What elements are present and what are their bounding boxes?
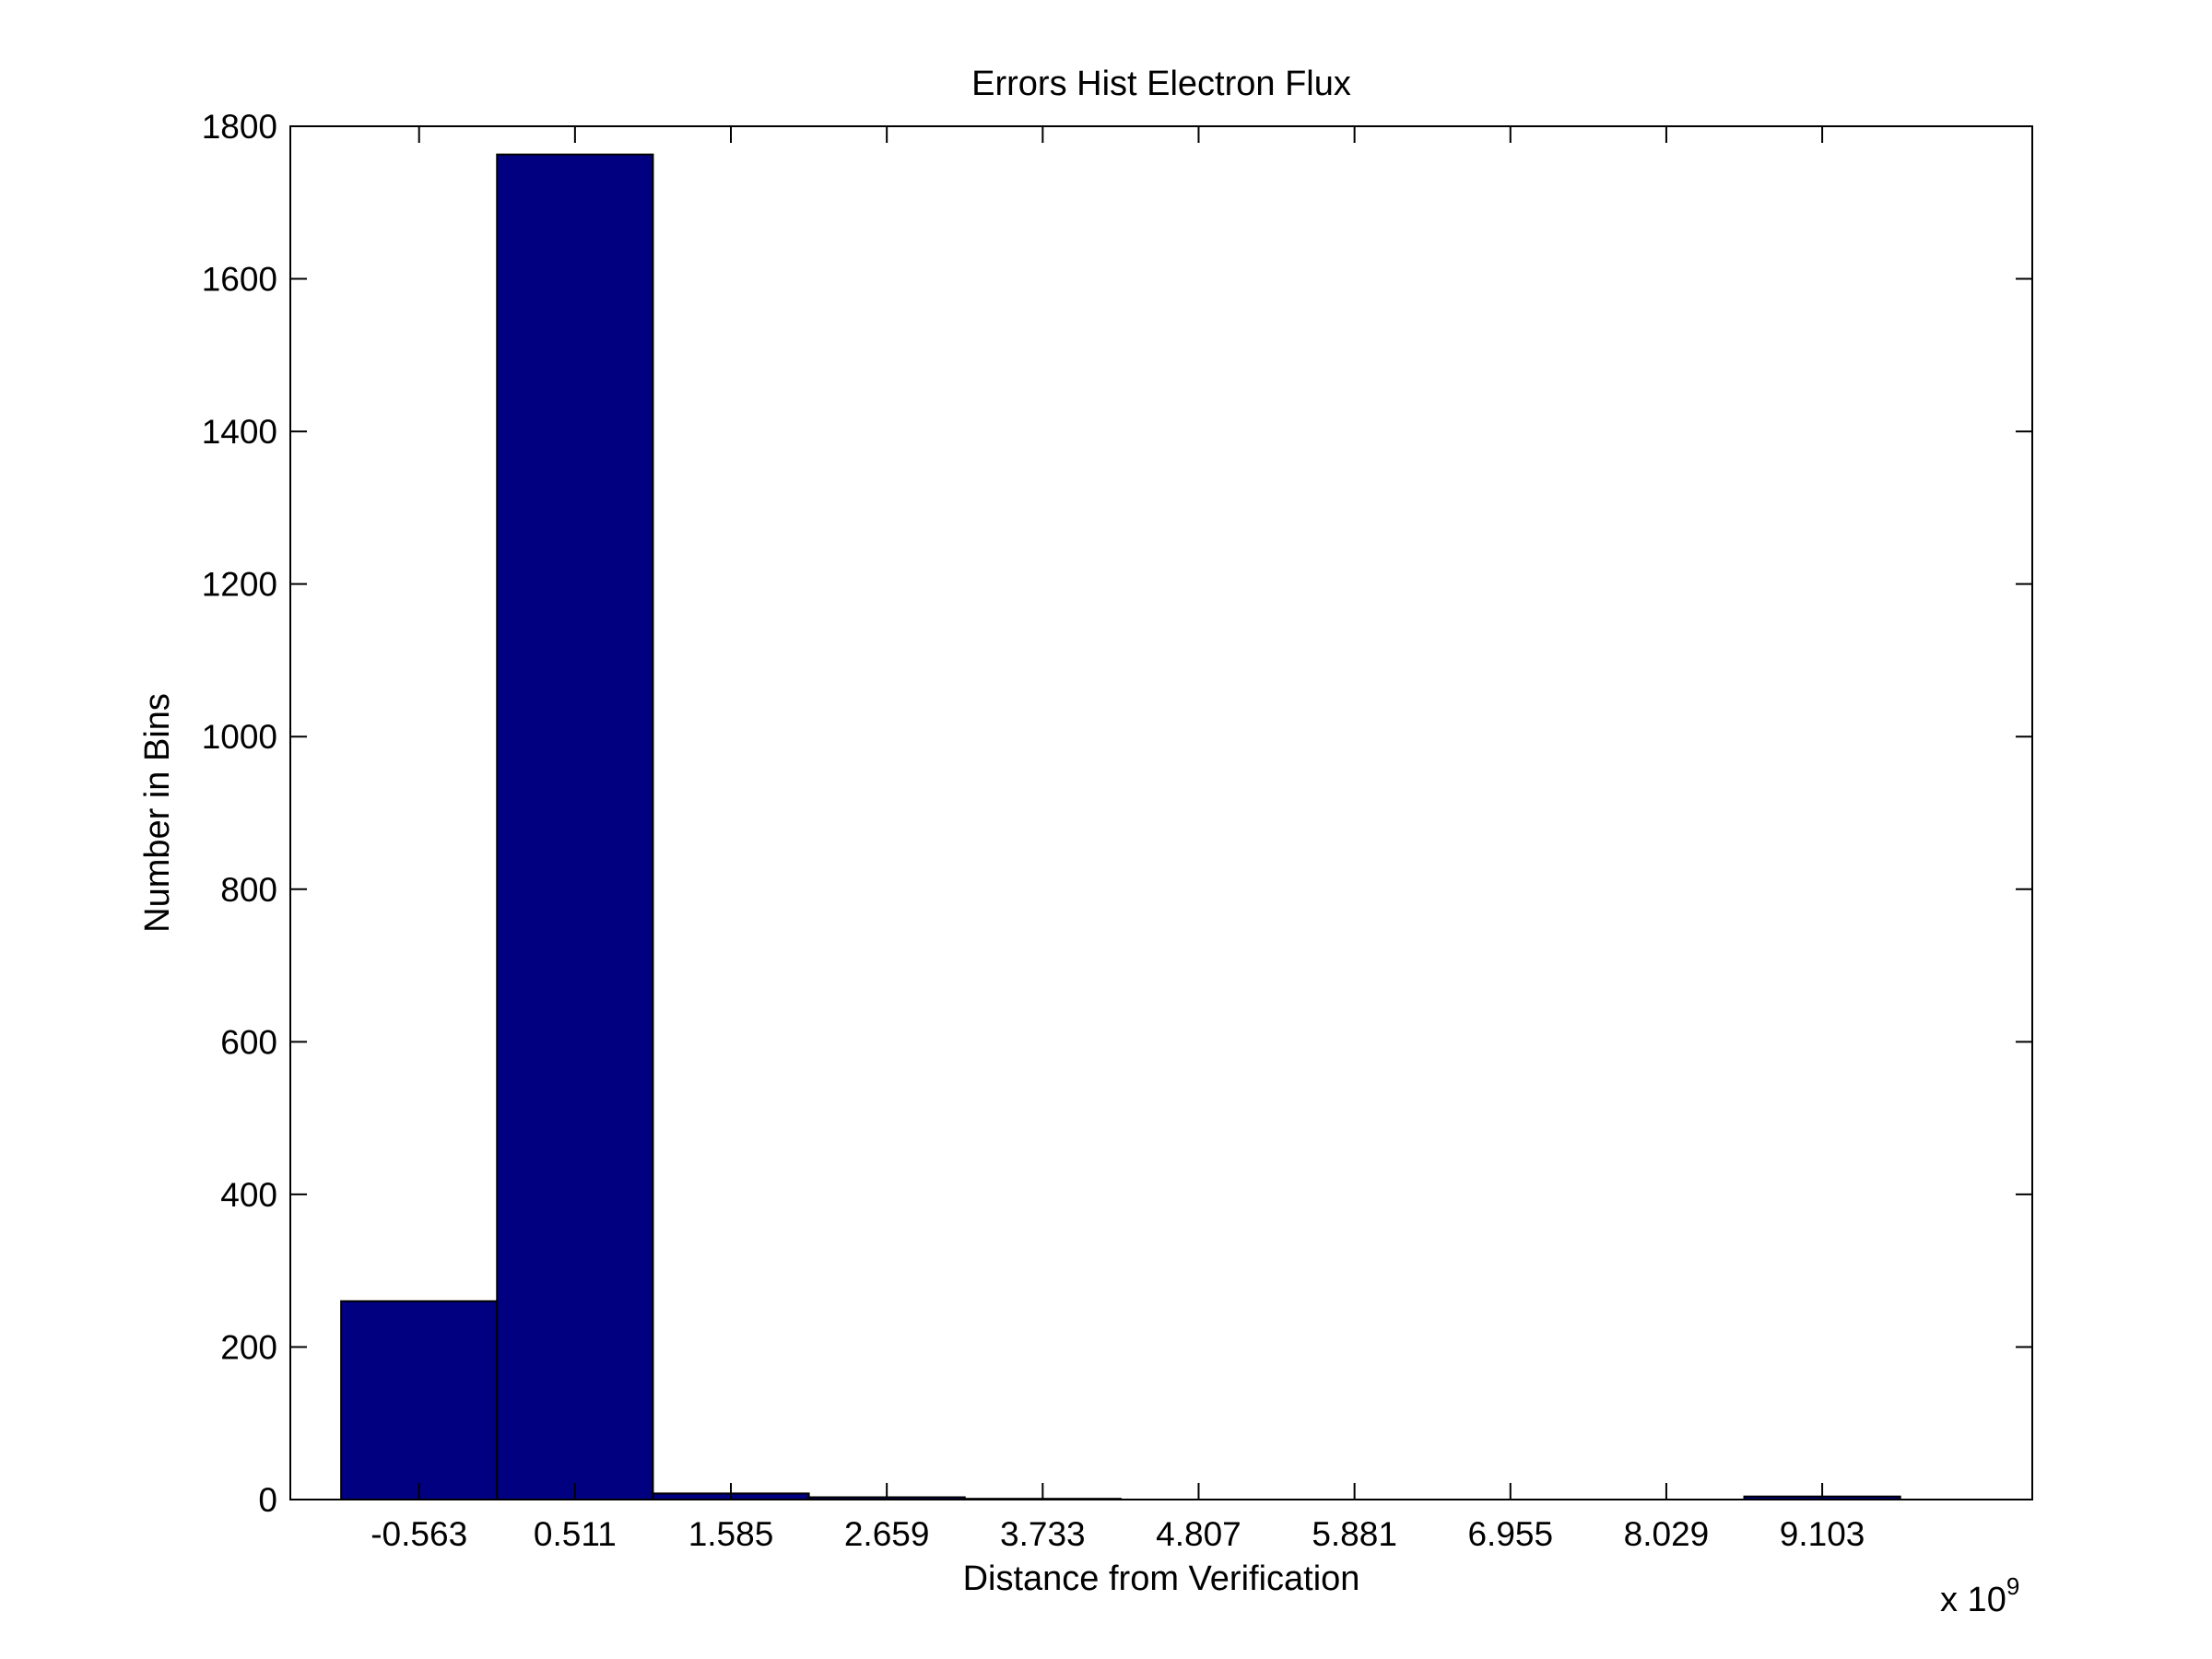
y-tick-label-9: 1800 xyxy=(202,108,277,146)
x-tick-label-5: 4.807 xyxy=(1156,1515,1241,1553)
histogram-bar-1 xyxy=(496,153,654,1500)
x-tick-labels: -0.563 0.511 1.585 2.659 3.733 4.807 5.881 6.95… xyxy=(371,1515,1865,1553)
y-tick-label-4: 800 xyxy=(220,871,277,909)
x-tick-label-7: 6.955 xyxy=(1467,1515,1553,1553)
y-tick-label-7: 1400 xyxy=(202,413,277,451)
x-multiplier-base: x 10 xyxy=(1940,1581,2006,1619)
x-tick-label-6: 5.881 xyxy=(1312,1515,1397,1553)
axes-frame xyxy=(289,125,2033,1500)
y-tick-label-1: 200 xyxy=(220,1328,277,1366)
x-axis-label: Distance from Verification xyxy=(963,1559,1360,1598)
x-axis-multiplier: x 109 xyxy=(1940,1572,2019,1619)
y-axis-label: Number in Bins xyxy=(138,693,177,933)
x-tick-label-0: -0.563 xyxy=(371,1515,467,1553)
y-tick-label-0: 0 xyxy=(258,1481,277,1519)
x-tick-label-3: 2.659 xyxy=(844,1515,930,1553)
y-tick-label-2: 400 xyxy=(220,1176,277,1214)
y-tick-labels: 0 200 400 600 800 1000 1200 1400 1600 1800 xyxy=(202,108,277,1519)
y-tick-label-3: 600 xyxy=(220,1023,277,1061)
x-tick-label-1: 0.511 xyxy=(534,1515,617,1553)
y-tick-label-6: 1200 xyxy=(202,566,277,604)
y-tick-label-5: 1000 xyxy=(202,718,277,756)
y-tick-label-8: 1600 xyxy=(202,261,277,299)
x-multiplier-exponent: 9 xyxy=(2006,1572,2019,1600)
chart-title: Errors Hist Electron Flux xyxy=(971,65,1351,103)
x-tick-label-8: 8.029 xyxy=(1624,1515,1710,1553)
ticks-group xyxy=(290,125,2032,1500)
x-tick-label-2: 1.585 xyxy=(688,1515,774,1553)
x-tick-label-4: 3.733 xyxy=(1000,1515,1086,1553)
x-tick-label-9: 9.103 xyxy=(1780,1515,1865,1553)
histogram-bar-0 xyxy=(340,1300,499,1501)
